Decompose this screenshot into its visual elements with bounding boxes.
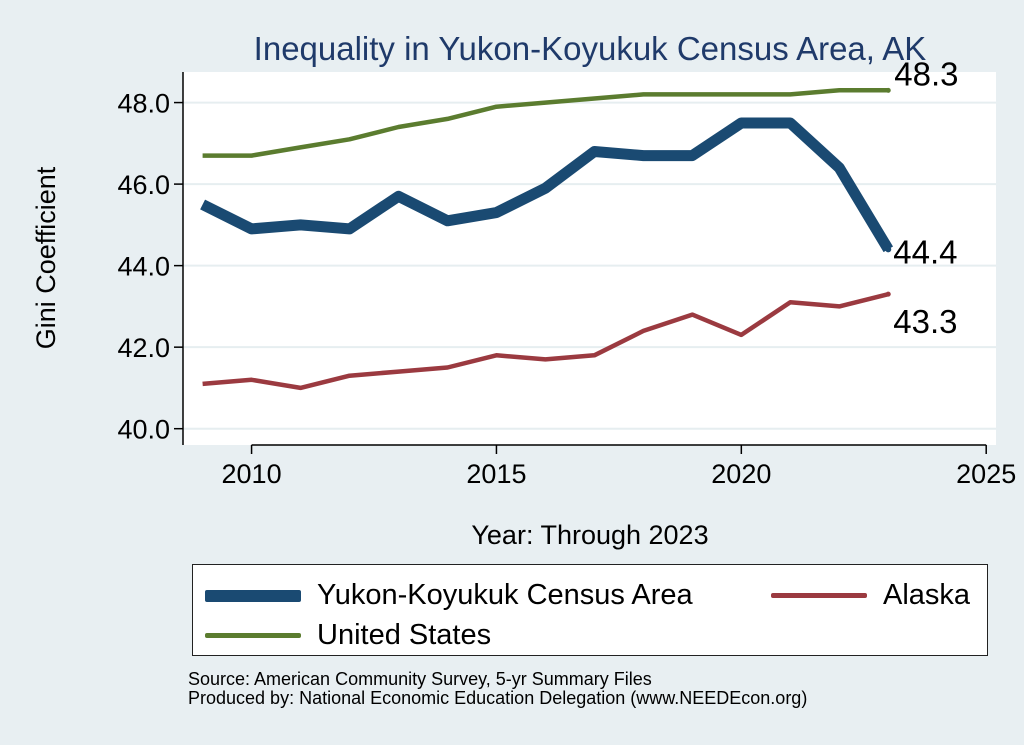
y-tick-label: 42.0 xyxy=(117,333,170,363)
source-note: Source: American Community Survey, 5-yr … xyxy=(188,670,807,708)
series-end-marker-united-states xyxy=(885,87,891,93)
legend-label-alaska: Alaska xyxy=(883,579,971,611)
legend-item-yukon-koyukuk: Yukon-Koyukuk Census Area xyxy=(205,579,693,612)
end-label-yukon-koyukuk-census-area: 44.4 xyxy=(893,233,957,270)
producer-line: Produced by: National Economic Education… xyxy=(188,688,808,708)
series-end-marker-yukon-koyukuk-census-area xyxy=(885,246,892,253)
series-end-marker-alaska xyxy=(885,291,891,297)
x-tick-label: 2020 xyxy=(711,459,771,489)
end-label-united-states: 48.3 xyxy=(894,55,958,92)
legend-swatch-united-states xyxy=(205,633,301,638)
legend: Yukon-Koyukuk Census Area Alaska United … xyxy=(192,564,988,656)
legend-label-united-states: United States xyxy=(317,619,492,651)
y-tick-label: 46.0 xyxy=(117,170,170,200)
series-line-alaska xyxy=(202,292,889,391)
x-tick-label: 2010 xyxy=(222,459,282,489)
legend-label-yukon-koyukuk: Yukon-Koyukuk Census Area xyxy=(317,579,693,611)
y-tick-label: 44.0 xyxy=(117,252,170,282)
y-tick-label: 40.0 xyxy=(117,415,170,445)
legend-swatch-alaska xyxy=(771,593,867,598)
y-tick-label: 48.0 xyxy=(117,89,170,119)
chart-title: Inequality in Yukon-Koyukuk Census Area,… xyxy=(254,30,927,67)
grid-lines xyxy=(183,101,996,430)
legend-swatch-yukon-koyukuk xyxy=(205,589,301,602)
source-line: Source: American Community Survey, 5-yr … xyxy=(188,669,652,689)
series-line-united-states xyxy=(202,88,889,158)
end-label-alaska: 43.3 xyxy=(893,303,957,340)
end-labels: 44.4 43.3 48.3 xyxy=(893,55,958,340)
x-axis-title: Year: Through 2023 xyxy=(471,520,708,550)
axes: 40.0 42.0 44.0 46.0 48.0 2010 2015 2020 2025 xyxy=(117,72,1016,489)
legend-item-alaska: Alaska xyxy=(771,579,970,612)
x-tick-label: 2015 xyxy=(466,459,526,489)
series-line-yukon-koyukuk-census-area xyxy=(200,117,894,253)
legend-item-united-states: United States xyxy=(205,619,491,652)
x-tick-label: 2025 xyxy=(956,459,1016,489)
chart: 40.0 42.0 44.0 46.0 48.0 2010 2015 2020 2025 44.… xyxy=(31,30,1016,550)
y-axis-title: Gini Coefficient xyxy=(31,166,61,349)
series-lines xyxy=(200,87,894,391)
